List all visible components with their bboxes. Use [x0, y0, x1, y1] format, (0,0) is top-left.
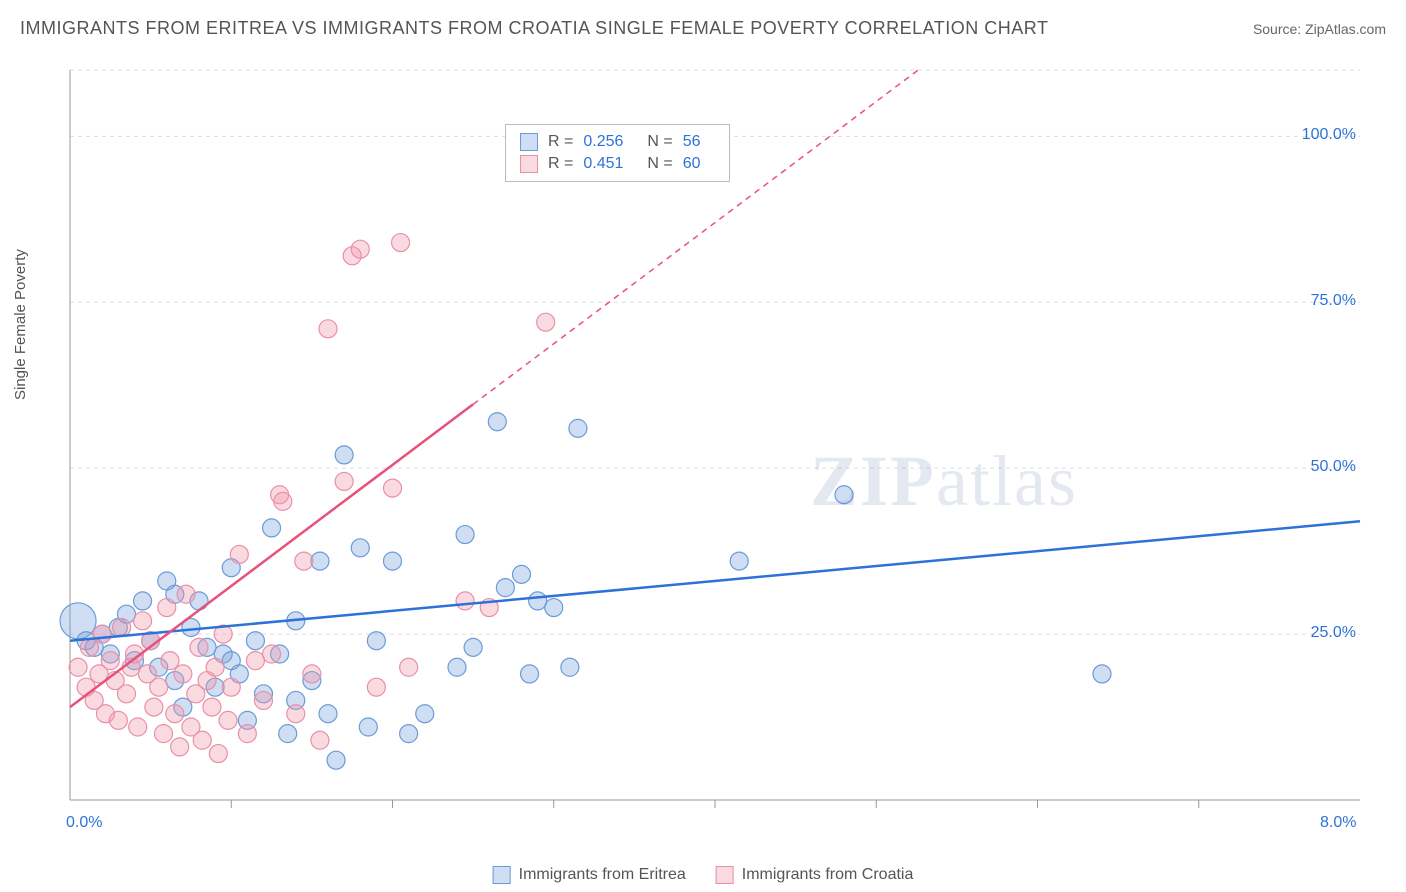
legend-label-0: Immigrants from Eritrea: [519, 866, 686, 884]
y-axis-label: Single Female Poverty: [12, 249, 29, 400]
source-label: Source: ZipAtlas.com: [1253, 21, 1386, 37]
stats-row-0: R = 0.256 N = 56: [520, 131, 715, 153]
y-tick-label: 75.0%: [1311, 292, 1356, 310]
y-tick-label: 25.0%: [1311, 624, 1356, 642]
stats-r-value-0: 0.256: [583, 133, 623, 151]
stats-n-label-0: N =: [647, 133, 672, 151]
stats-r-label-1: R =: [548, 155, 573, 173]
stats-n-value-0: 56: [683, 133, 701, 151]
legend-label-1: Immigrants from Croatia: [742, 866, 914, 884]
legend-item-0: Immigrants from Eritrea: [493, 866, 686, 884]
title-bar: IMMIGRANTS FROM ERITREA VS IMMIGRANTS FR…: [20, 18, 1386, 39]
x-tick-label: 8.0%: [1320, 814, 1356, 832]
stats-r-label-0: R =: [548, 133, 573, 151]
chart-title: IMMIGRANTS FROM ERITREA VS IMMIGRANTS FR…: [20, 18, 1048, 39]
y-tick-label: 100.0%: [1302, 126, 1356, 144]
stats-box: R = 0.256 N = 56 R = 0.451 N = 60: [505, 124, 730, 182]
legend-swatch-0: [493, 866, 511, 884]
stats-swatch-1: [520, 155, 538, 173]
stats-swatch-0: [520, 133, 538, 151]
x-tick-label: 0.0%: [66, 814, 102, 832]
legend-swatch-1: [716, 866, 734, 884]
stats-n-value-1: 60: [683, 155, 701, 173]
stats-r-value-1: 0.451: [583, 155, 623, 173]
chart-area: ZIPatlas R = 0.256 N = 56 R = 0.451 N = …: [50, 60, 1380, 830]
legend-item-1: Immigrants from Croatia: [716, 866, 914, 884]
y-tick-label: 50.0%: [1311, 458, 1356, 476]
stats-n-label-1: N =: [647, 155, 672, 173]
bottom-legend: Immigrants from Eritrea Immigrants from …: [493, 866, 914, 884]
stats-row-1: R = 0.451 N = 60: [520, 153, 715, 175]
